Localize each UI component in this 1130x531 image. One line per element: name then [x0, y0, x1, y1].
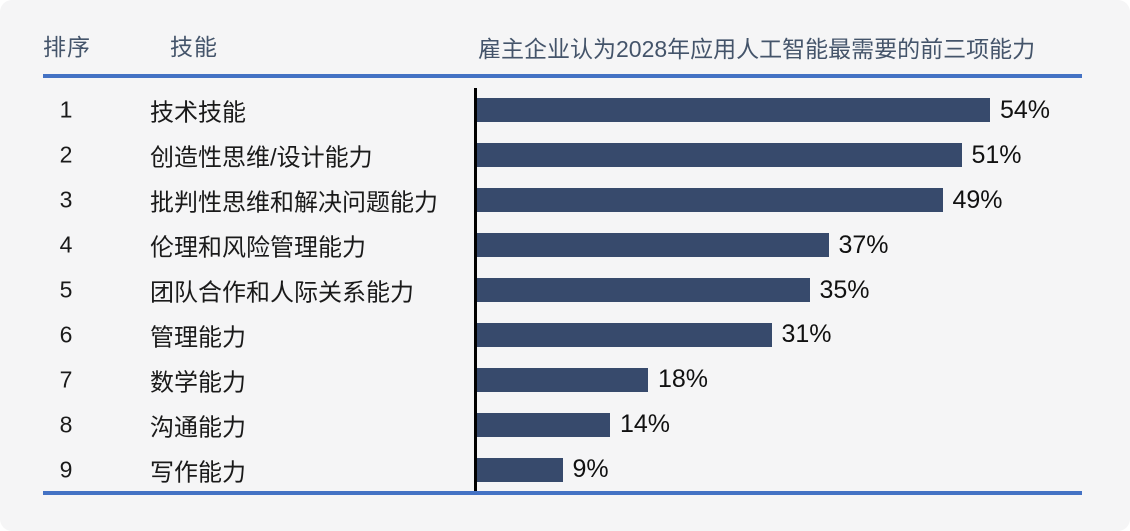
- chart-row: 1 技术技能 54%: [0, 88, 1130, 133]
- bar-zone: 51%: [477, 133, 1122, 178]
- skill-label: 沟通能力: [150, 414, 246, 442]
- rank-label: 2: [59, 141, 73, 168]
- rank-label: 8: [59, 411, 73, 438]
- bar: [477, 233, 829, 258]
- rank-label: 1: [59, 96, 73, 123]
- bar: [477, 98, 990, 123]
- skill-label: 创造性思维/设计能力: [150, 144, 373, 172]
- column-header-rank: 排序: [43, 34, 91, 60]
- rank-label: 6: [59, 321, 73, 348]
- chart-title: 雇主企业认为2028年应用人工智能最需要的前三项能力: [478, 36, 1036, 62]
- bar: [477, 457, 563, 482]
- column-header-skill: 技能: [170, 34, 218, 60]
- chart-row: 6 管理能力 31%: [0, 312, 1130, 357]
- bar: [477, 367, 648, 392]
- value-label: 49%: [952, 185, 1003, 214]
- chart-row: 3 批判性思维和解决问题能力 49%: [0, 178, 1130, 223]
- value-label: 9%: [572, 455, 609, 484]
- chart-row: 7 数学能力 18%: [0, 357, 1130, 402]
- skill-label: 团队合作和人际关系能力: [150, 279, 414, 307]
- bar: [477, 412, 610, 437]
- footer-divider-line: [43, 491, 1082, 495]
- bar: [477, 322, 772, 347]
- chart-row: 2 创造性思维/设计能力 51%: [0, 133, 1130, 178]
- skill-label: 数学能力: [150, 369, 246, 397]
- y-axis-line: [474, 88, 477, 491]
- value-label: 51%: [971, 140, 1022, 169]
- bar-zone: 18%: [477, 357, 1122, 402]
- skill-label: 技术技能: [150, 99, 246, 127]
- bar-zone: 54%: [477, 88, 1122, 133]
- value-label: 18%: [658, 365, 709, 394]
- skill-label: 伦理和风险管理能力: [150, 234, 366, 262]
- chart-row: 9 写作能力 9%: [0, 447, 1130, 492]
- rank-label: 9: [59, 456, 73, 483]
- bar-zone: 49%: [477, 178, 1122, 223]
- chart-row: 8 沟通能力 14%: [0, 402, 1130, 447]
- bar: [477, 188, 943, 213]
- chart-row: 5 团队合作和人际关系能力 35%: [0, 268, 1130, 313]
- rank-label: 3: [59, 186, 73, 213]
- rank-label: 4: [59, 231, 73, 258]
- chart-rows: 1 技术技能 54% 2 创造性思维/设计能力 51% 3 批判性思维和解决问题…: [0, 88, 1130, 492]
- bar: [477, 278, 810, 302]
- value-label: 31%: [781, 320, 832, 349]
- skill-label: 管理能力: [150, 324, 246, 352]
- value-label: 35%: [819, 275, 870, 304]
- header-divider-line: [43, 74, 1082, 78]
- bar-zone: 35%: [477, 268, 1122, 313]
- bar-zone: 31%: [477, 312, 1122, 357]
- bar: [477, 143, 962, 168]
- value-label: 37%: [838, 230, 889, 259]
- value-label: 14%: [620, 410, 671, 439]
- skill-label: 写作能力: [150, 459, 246, 487]
- skill-label: 批判性思维和解决问题能力: [150, 189, 438, 217]
- value-label: 54%: [1000, 95, 1051, 124]
- bar-zone: 9%: [477, 447, 1122, 492]
- rank-label: 7: [59, 366, 73, 393]
- rank-label: 5: [59, 276, 73, 303]
- chart-row: 4 伦理和风险管理能力 37%: [0, 223, 1130, 268]
- bar-zone: 14%: [477, 402, 1122, 447]
- bar-zone: 37%: [477, 223, 1122, 268]
